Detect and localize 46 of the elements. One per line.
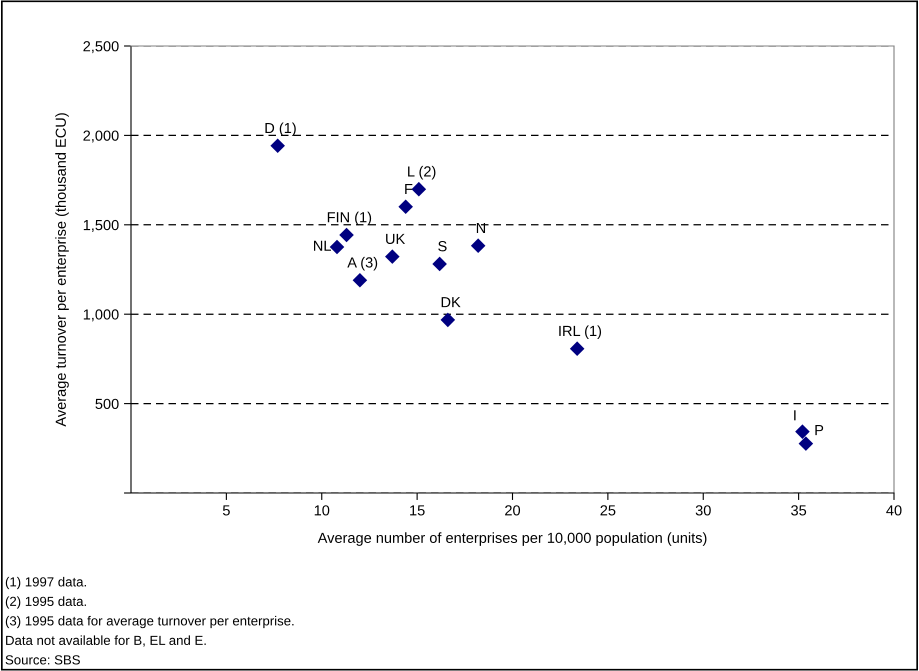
x-tick-label: 10 xyxy=(314,505,330,516)
text: Data not available for B, EL and E. xyxy=(6,635,206,647)
annotation: DK xyxy=(442,297,461,308)
y-tick-label: 2,500 xyxy=(83,41,119,54)
point xyxy=(795,424,810,439)
x-tick-label: 20 xyxy=(505,505,520,516)
text: (1) 1997 data. xyxy=(6,576,86,590)
annotation: P xyxy=(815,425,824,436)
source-note: Source: SBS xyxy=(6,655,80,665)
point xyxy=(330,240,344,254)
x-tick-label: 35 xyxy=(791,505,806,516)
x-tick-label: 25 xyxy=(600,505,616,516)
x-tick-label: 15 xyxy=(410,505,425,516)
annotation: UK xyxy=(386,234,406,244)
x-tick-label: 5 xyxy=(222,505,230,516)
annotation: IRL (1) xyxy=(559,325,602,339)
x-axis-title: Average number of enterprises per 10,000 population (units) xyxy=(318,532,706,546)
annotation: S xyxy=(438,241,447,252)
y-tick-label: 500 xyxy=(95,398,119,410)
point xyxy=(570,341,584,356)
text: (3) 1995 data for average turnover per enterprise. xyxy=(6,616,294,628)
y-tick-label: 1,000 xyxy=(84,309,119,322)
annotation: L (2) xyxy=(408,166,436,180)
point xyxy=(398,199,413,214)
point xyxy=(352,272,368,288)
y-axis-title: Average turnover per enterprise (thousand ECU) xyxy=(55,113,69,427)
x-tick-label: 30 xyxy=(696,505,711,516)
y-tick-label: 1,500 xyxy=(84,220,119,232)
text: (2) 1995 data. xyxy=(6,596,86,609)
x-tick-label: 40 xyxy=(886,505,902,516)
point xyxy=(412,182,426,197)
annotation: FIN (1) xyxy=(328,212,372,226)
annotation: D (1) xyxy=(265,122,296,136)
annotation: I xyxy=(794,410,796,420)
point xyxy=(432,256,447,272)
y-tick-label: 2,000 xyxy=(83,130,119,143)
annotation: F xyxy=(405,184,412,194)
point xyxy=(470,238,486,254)
point xyxy=(339,228,354,242)
point xyxy=(440,312,456,328)
point xyxy=(385,249,400,264)
annotation: N xyxy=(476,222,486,233)
annotation: NL xyxy=(314,240,331,251)
point xyxy=(270,138,285,154)
annotation: A (3) xyxy=(347,256,378,270)
point xyxy=(798,436,814,451)
